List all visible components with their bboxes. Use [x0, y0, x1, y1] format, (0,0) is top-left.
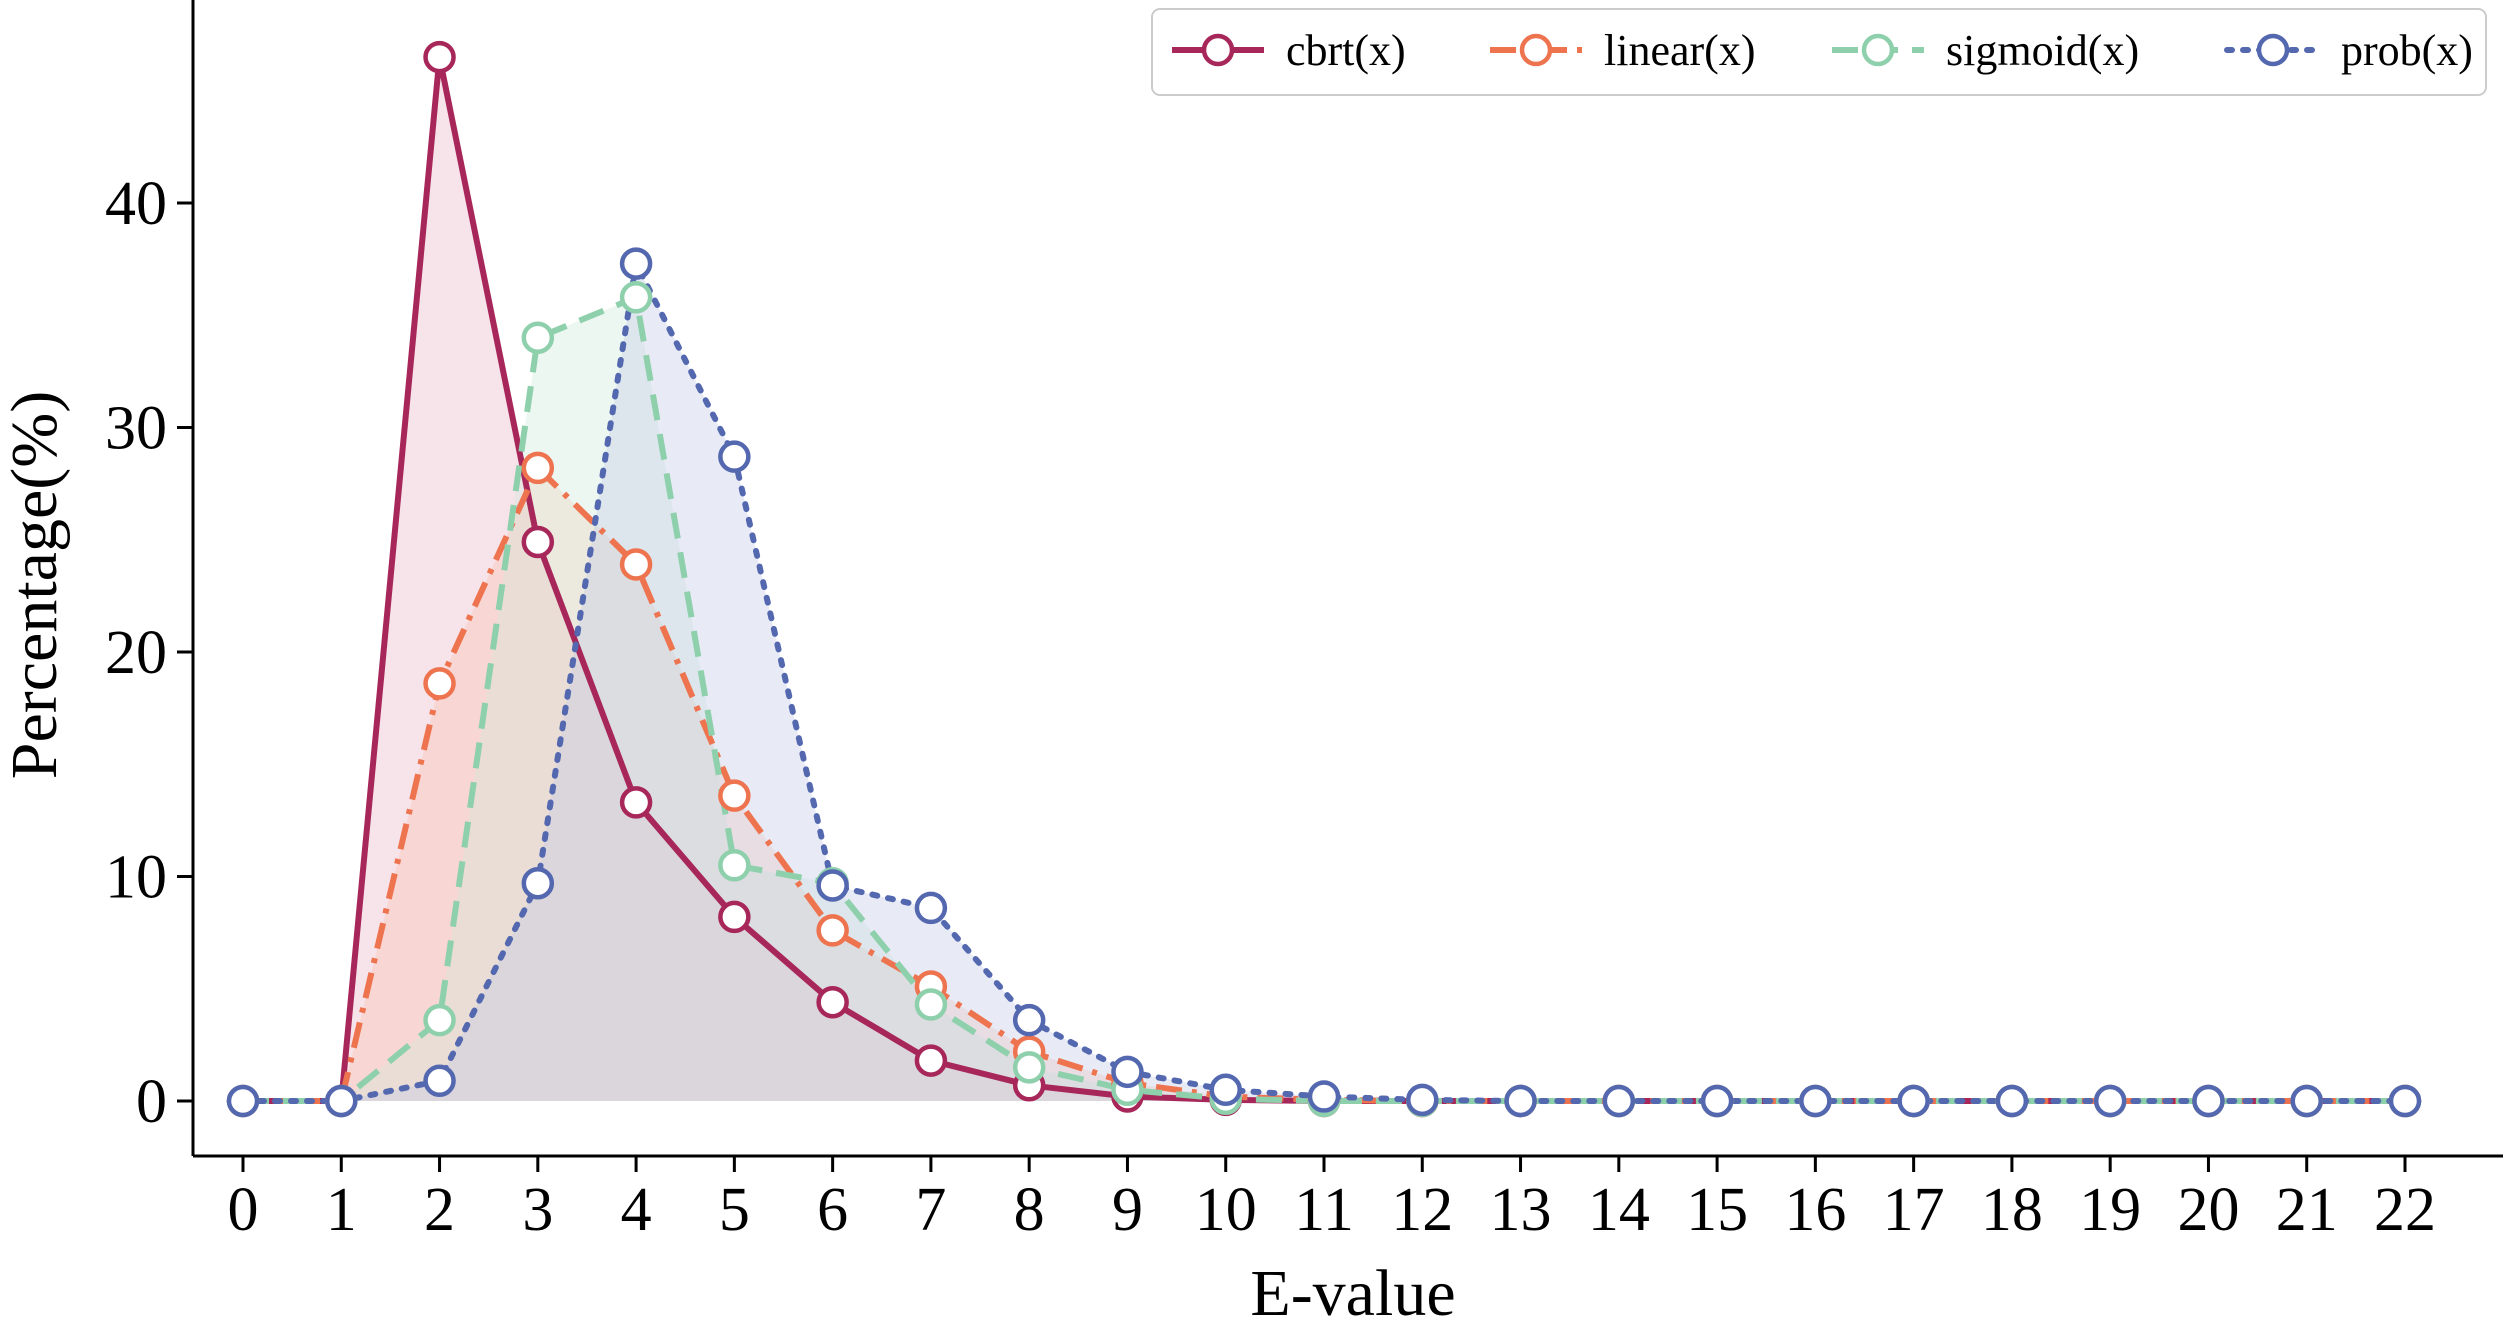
x-tick-label: 18 [1981, 1176, 2043, 1244]
cbrt-point [718, 900, 751, 934]
sigmoid-line [243, 294, 2405, 1104]
prob-point [619, 247, 653, 280]
x-tick-label: 16 [1784, 1176, 1846, 1244]
cbrt-point [816, 985, 849, 1019]
x-tick-label: 10 [1195, 1176, 1257, 1244]
y-tick-label: 0 [136, 1068, 167, 1136]
sigmoid-point [914, 988, 948, 1021]
legend-swatch-marker [1201, 33, 1235, 67]
y-axis-ticks: 0 10 20 30 40 [105, 170, 193, 1136]
legend-label: linear(x) [1604, 26, 1755, 75]
x-tick-label: 4 [621, 1176, 652, 1244]
prob-point [226, 1084, 260, 1118]
x-tick-label: 6 [817, 1176, 848, 1244]
x-tick-label: 13 [1490, 1176, 1552, 1244]
prob-point [718, 440, 751, 473]
prob-point [521, 866, 555, 900]
prob-point [1209, 1073, 1242, 1107]
linear-point [816, 914, 849, 947]
legend-swatch-marker [2256, 33, 2290, 67]
x-tick-label: 2 [424, 1176, 455, 1244]
x-tick-label: 1 [326, 1176, 357, 1244]
legend-label: prob(x) [2341, 26, 2473, 75]
legend-swatch-marker [1861, 33, 1895, 67]
prob-point [914, 891, 948, 925]
prob-point [1602, 1084, 1636, 1118]
sigmoid-area [243, 297, 2405, 1101]
prob-point [816, 869, 849, 902]
x-tick-label: 22 [2374, 1176, 2436, 1244]
x-tick-label: 21 [2276, 1176, 2338, 1244]
x-tick-label: 11 [1294, 1176, 1354, 1244]
cbrt-point [423, 40, 456, 74]
x-tick-label: 3 [522, 1176, 553, 1244]
x-tick-label: 9 [1112, 1176, 1143, 1244]
x-tick-label: 20 [2177, 1176, 2239, 1244]
series-fill-layer [243, 57, 2405, 1102]
sigmoid-point [1012, 1051, 1046, 1084]
prob-point [325, 1084, 358, 1118]
prob-point [423, 1064, 456, 1098]
prob-point [2093, 1084, 2127, 1118]
series-marker-layer [226, 40, 2422, 1118]
legend-item-cbrt: cbrt(x) [1172, 26, 1406, 75]
cbrt-point [914, 1044, 948, 1077]
y-axis-title: Percentage(%) [0, 391, 71, 779]
legend-frame [1151, 8, 2487, 96]
sigmoid-point [718, 849, 751, 882]
y-tick-label: 10 [105, 844, 167, 912]
cbrt-point [619, 786, 653, 819]
linear-point [521, 451, 555, 485]
prob-point [1799, 1084, 1832, 1118]
x-axis-ticks: 0 1 2 3 4 5 6 7 8 9 10 11 12 13 14 15 16 17 18 19 20 21 22 [228, 1156, 2436, 1244]
sigmoid-point [619, 281, 653, 314]
prob-point [1406, 1083, 1439, 1117]
legend-label: cbrt(x) [1286, 26, 1406, 75]
legend: cbrt(x) linear(x) sigmoid(x) prob(x) [1151, 8, 2487, 96]
y-tick-label: 30 [105, 395, 167, 463]
prob-point [2388, 1084, 2422, 1118]
x-tick-label: 15 [1686, 1176, 1748, 1244]
legend-item-prob: prob(x) [2224, 26, 2473, 75]
x-tick-label: 8 [1014, 1176, 1045, 1244]
prob-point [1995, 1084, 2029, 1118]
x-tick-label: 5 [719, 1176, 750, 1244]
x-tick-label: 7 [915, 1176, 946, 1244]
x-tick-label: 17 [1883, 1176, 1945, 1244]
legend-swatch-marker [1519, 33, 1553, 67]
x-tick-label: 0 [228, 1176, 259, 1244]
prob-point [1700, 1084, 1734, 1118]
prob-point [1307, 1080, 1341, 1113]
prob-point [1012, 1003, 1046, 1037]
x-tick-label: 12 [1391, 1176, 1453, 1244]
x-tick-label: 14 [1588, 1176, 1650, 1244]
sigmoid-point [521, 321, 555, 354]
x-tick-label: 19 [2079, 1176, 2141, 1244]
prob-point [2192, 1084, 2225, 1118]
prob-point [1897, 1084, 1930, 1118]
legend-item-sigmoid: sigmoid(x) [1832, 26, 2139, 75]
x-axis-title: E-value [1250, 1257, 1455, 1327]
sigmoid-point [423, 1003, 456, 1037]
y-tick-label: 40 [105, 170, 167, 238]
legend-item-linear: linear(x) [1490, 26, 1755, 75]
linear-point [718, 779, 751, 812]
y-tick-label: 20 [105, 619, 167, 687]
linear-point [423, 667, 456, 700]
prob-point [2290, 1084, 2323, 1118]
legend-label: sigmoid(x) [1946, 26, 2139, 75]
linear-area [243, 467, 2405, 1101]
linear-point [619, 548, 653, 581]
prob-point [1504, 1084, 1537, 1118]
prob-point [1111, 1055, 1144, 1089]
prob-area [243, 263, 2405, 1102]
cbrt-point [521, 525, 555, 559]
